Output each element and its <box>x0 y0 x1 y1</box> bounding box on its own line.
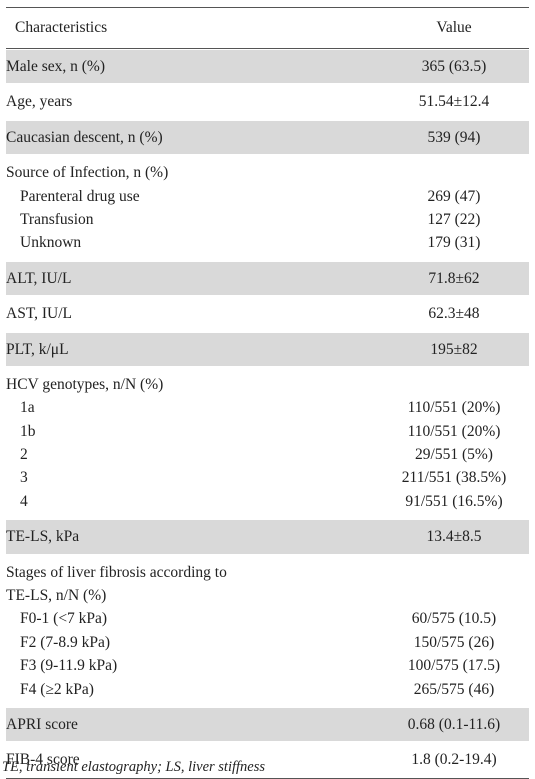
characteristic-label: TE-LS, kPa <box>6 528 80 546</box>
characteristic-value: 62.3±48 <box>428 305 480 323</box>
characteristic-value: 127 (22) <box>427 210 481 228</box>
row-label-cell: ALT, IU/L <box>6 262 379 295</box>
characteristic-value: 150/575 (26) <box>413 633 495 651</box>
table-row: PLT, k/μL 195±82 <box>6 330 529 366</box>
table-header-row: Characteristics Value <box>6 7 529 48</box>
header-value: Value <box>436 18 472 36</box>
characteristic-value <box>379 161 529 184</box>
characteristics-table: Characteristics Value Male sex, n (%) 365… <box>6 7 529 779</box>
row-value-cell: 195±82 <box>379 333 529 366</box>
characteristic-value: 179 (31) <box>427 234 481 252</box>
characteristic-label: APRI score <box>6 715 78 733</box>
row-label-cell: Caucasian descent, n (%) <box>6 121 379 154</box>
table-row: APRI score 0.68 (0.1-11.6) <box>6 705 529 742</box>
row-label-cell: Male sex, n (%) <box>6 50 379 83</box>
characteristic-value: 1.8 (0.2-19.4) <box>411 751 497 769</box>
characteristic-value: 29/551 (5%) <box>415 446 493 464</box>
row-value-cell: 60/575 (10.5) 150/575 (26) 100/575 (17.5) 2… <box>379 556 529 706</box>
characteristic-value: 365 (63.5) <box>421 58 487 75</box>
characteristic-label: FIB-4 score <box>6 751 80 769</box>
characteristic-value: 269 (47) <box>427 187 481 205</box>
characteristic-label: Source of Infection, n (%) <box>6 164 169 182</box>
characteristic-label: Transfusion <box>20 210 94 228</box>
row-label-cell: APRI score <box>6 708 379 741</box>
table-footnote: TE, transient elastography; LS, liver st… <box>2 759 266 775</box>
characteristic-label: Male sex, n (%) <box>6 58 105 75</box>
characteristic-value: 195±82 <box>430 340 478 358</box>
row-label-cell: PLT, k/μL <box>6 333 379 366</box>
row-label-cell: FIB-4 score <box>6 743 379 776</box>
row-value-cell: 62.3±48 <box>379 297 529 330</box>
characteristic-label: ALT, IU/L <box>6 269 72 287</box>
characteristic-value <box>379 584 529 607</box>
characteristic-value <box>379 373 529 396</box>
table-row: AST, IU/L 62.3±48 <box>6 295 529 331</box>
row-value-cell: 0.68 (0.1-11.6) <box>379 708 529 741</box>
characteristic-value: 51.54±12.4 <box>418 93 490 111</box>
characteristic-label: TE-LS, n/N (%) <box>6 587 107 605</box>
characteristic-label: AST, IU/L <box>6 305 73 323</box>
row-value-cell: 365 (63.5) <box>379 50 529 83</box>
row-label-cell: Source of Infection, n (%) Parenteral dru… <box>6 156 379 260</box>
characteristic-label: Age, years <box>6 93 73 111</box>
row-label-cell: Stages of liver fibrosis according to TE-… <box>6 556 379 706</box>
characteristic-label: 2 <box>20 446 28 464</box>
characteristic-value: 13.4±8.5 <box>426 528 482 546</box>
row-value-cell: 269 (47) 127 (22) 179 (31) <box>379 156 529 260</box>
row-value-cell: 51.54±12.4 <box>379 85 529 118</box>
characteristic-label: HCV genotypes, n/N (%) <box>6 375 164 393</box>
characteristic-value: 71.8±62 <box>428 269 480 287</box>
characteristic-label: Parenteral drug use <box>20 187 140 205</box>
table-row: HCV genotypes, n/N (%) 1a 1b 2 3 4 110/551 (20… <box>6 365 529 519</box>
characteristic-label: Caucasian descent, n (%) <box>6 128 163 146</box>
row-value-cell: 71.8±62 <box>379 262 529 295</box>
row-label-cell: TE-LS, kPa <box>6 520 379 553</box>
row-label-cell: HCV genotypes, n/N (%) 1a 1b 2 3 4 <box>6 368 379 518</box>
table-top-rule <box>6 7 529 8</box>
table-body: Male sex, n (%) 365 (63.5) Age, years 51.54… <box>6 48 529 777</box>
characteristic-label: F0-1 (<7 kPa) <box>20 610 108 628</box>
table-row: TE-LS, kPa 13.4±8.5 <box>6 518 529 554</box>
characteristic-value: 91/551 (16.5%) <box>405 492 503 510</box>
characteristic-value: 0.68 (0.1-11.6) <box>407 715 501 733</box>
characteristic-label: 3 <box>20 469 28 487</box>
row-value-cell: 13.4±8.5 <box>379 520 529 553</box>
table-header-rule <box>6 48 529 49</box>
characteristic-label: F4 (≥2 kPa) <box>20 680 94 698</box>
characteristic-label: PLT, k/μL <box>6 340 69 358</box>
characteristic-label: Unknown <box>20 234 82 252</box>
row-value-cell: 1.8 (0.2-19.4) <box>379 743 529 776</box>
characteristic-label: 1b <box>20 422 36 440</box>
table-row: Age, years 51.54±12.4 <box>6 83 529 119</box>
characteristic-value: 60/575 (10.5) <box>411 610 497 628</box>
characteristic-value: 539 (94) <box>427 128 481 146</box>
table-row: Source of Infection, n (%) Parenteral dru… <box>6 154 529 260</box>
characteristic-value: 100/575 (17.5) <box>407 657 501 675</box>
characteristic-label: F3 (9-11.9 kPa) <box>20 657 118 675</box>
characteristic-label: F2 (7-8.9 kPa) <box>20 633 110 651</box>
row-label-cell: AST, IU/L <box>6 297 379 330</box>
characteristic-value <box>379 561 529 584</box>
row-label-cell: Age, years <box>6 85 379 118</box>
row-value-cell: 110/551 (20%) 110/551 (20%) 29/551 (5%) 211… <box>379 368 529 518</box>
characteristic-label: 4 <box>20 492 28 510</box>
characteristic-value: 110/551 (20%) <box>407 422 501 440</box>
row-value-cell: 539 (94) <box>379 121 529 154</box>
table-row: Stages of liver fibrosis according to TE-… <box>6 553 529 706</box>
table-row: Male sex, n (%) 365 (63.5) <box>6 48 529 84</box>
characteristic-label: 1a <box>20 399 35 417</box>
header-characteristics: Characteristics <box>15 18 108 36</box>
characteristic-value: 110/551 (20%) <box>407 399 501 417</box>
characteristic-value: 265/575 (46) <box>413 680 495 698</box>
table-row: ALT, IU/L 71.8±62 <box>6 259 529 296</box>
characteristic-label: Stages of liver fibrosis according to <box>6 563 227 581</box>
table-row: Caucasian descent, n (%) 539 (94) <box>6 118 529 155</box>
characteristic-value: 211/551 (38.5%) <box>401 469 507 487</box>
table-row: FIB-4 score 1.8 (0.2-19.4) <box>6 741 529 777</box>
